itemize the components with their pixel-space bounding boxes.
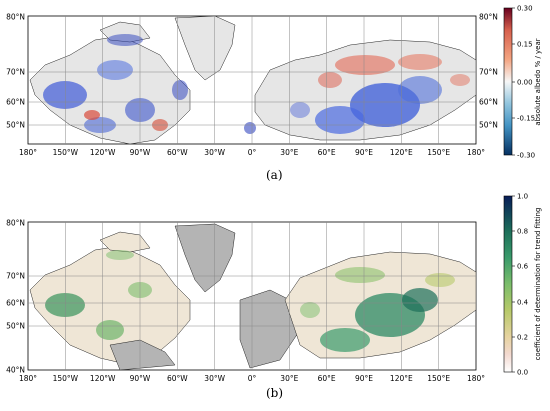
lon-tick-label: 180° xyxy=(467,374,485,383)
panel-a-colorbar xyxy=(503,7,513,156)
lat-tick-label-right: 70°N xyxy=(479,68,498,77)
lon-tick-label: 120°E xyxy=(390,148,413,157)
panel-a-axis-labels: 180° 150°W 120°W 90°W 60°W 30°W 0° 30°E 60°E 90°E… xyxy=(6,13,498,158)
colorbar-tick-label: 0.00 xyxy=(517,79,533,87)
colorbar-tick-label: 1.0 xyxy=(517,193,528,201)
lon-tick-label: 60°W xyxy=(167,374,188,383)
lon-tick-label: 150°E xyxy=(427,374,450,383)
colorbar-tick-label: 0.8 xyxy=(517,228,528,236)
lat-tick-label-left: 50°N xyxy=(6,121,25,130)
colorbar-tick-label: 0.30 xyxy=(517,5,533,13)
lon-tick-label: 150°W xyxy=(53,148,79,157)
panel-b-axis-labels: 180° 150°W 120°W 90°W 60°W 30°W 0° 30°E 60°E 90°E… xyxy=(6,219,485,384)
lon-tick-label: 150°E xyxy=(427,148,450,157)
panel-b-map: 180° 150°W 120°W 90°W 60°W 30°W 0° 30°E 60°E 90°E… xyxy=(6,193,542,384)
lon-tick-label: 30°W xyxy=(204,374,225,383)
lon-tick-label: 60°E xyxy=(318,148,336,157)
lat-tick-label-right: 50°N xyxy=(479,121,498,130)
lon-tick-label: 60°W xyxy=(167,148,188,157)
lat-tick-label-left: 80°N xyxy=(6,13,25,22)
lon-tick-label: 90°E xyxy=(355,148,373,157)
panel-b-colorbar-label: coefficient of determination for trend f… xyxy=(534,208,542,361)
lon-tick-label: 0° xyxy=(248,374,257,383)
lon-tick-label: 30°E xyxy=(280,148,298,157)
panel-b-graticule xyxy=(28,222,476,370)
lon-tick-label: 60°E xyxy=(318,374,336,383)
panel-a-colorbar-ticks: 0.30 0.15 0.00 -0.15 -0.30 xyxy=(512,5,535,160)
colorbar-tick-label: 0.15 xyxy=(517,41,533,49)
lat-tick-label-left: 80°N xyxy=(6,219,25,228)
panel-a-caption: (a) xyxy=(266,168,283,182)
colorbar-tick-label: 0.2 xyxy=(517,334,528,342)
lon-tick-label: 90°W xyxy=(130,374,151,383)
lat-tick-label-left: 60°N xyxy=(6,299,25,308)
lon-tick-label: 90°W xyxy=(130,148,151,157)
colorbar-tick-label: -0.15 xyxy=(517,115,535,123)
lon-tick-label: 120°E xyxy=(390,374,413,383)
lat-tick-label-left: 60°N xyxy=(6,98,25,107)
panel-b-caption: (b) xyxy=(266,386,284,400)
panel-b-colorbar xyxy=(503,195,513,373)
panel-a-graticule xyxy=(28,16,476,144)
colorbar-tick-label: -0.30 xyxy=(517,152,535,160)
lon-tick-label: 30°W xyxy=(204,148,225,157)
lat-tick-label-left: 40°N xyxy=(6,366,25,375)
lon-tick-label: 120°W xyxy=(90,148,116,157)
colorbar-tick-label: 0.0 xyxy=(517,369,528,377)
lon-tick-label: 0° xyxy=(248,148,257,157)
lon-tick-label: 120°W xyxy=(90,374,116,383)
lon-tick-label: 90°E xyxy=(355,374,373,383)
colorbar-tick-label: 0.4 xyxy=(517,299,529,307)
lon-tick-label: 180° xyxy=(19,148,37,157)
lon-tick-label: 150°W xyxy=(53,374,79,383)
lon-tick-label: 30°E xyxy=(280,374,298,383)
lat-tick-label-left: 50°N xyxy=(6,322,25,331)
lon-tick-label: 180° xyxy=(19,374,37,383)
lat-tick-label-right: 80°N xyxy=(479,13,498,22)
lat-tick-label-left: 70°N xyxy=(6,272,25,281)
panel-a-colorbar-label: absolute albedo % / year xyxy=(534,38,542,125)
panel-b-colorbar-ticks: 1.0 0.8 0.6 0.4 0.2 0.0 xyxy=(512,193,529,377)
panel-a-landmass xyxy=(29,16,476,144)
lon-tick-label: 180° xyxy=(467,148,485,157)
panel-a-map: 180° 150°W 120°W 90°W 60°W 30°W 0° 30°E 60°E 90°E… xyxy=(6,5,542,160)
lat-tick-label-left: 70°N xyxy=(6,68,25,77)
lat-tick-label-right: 60°N xyxy=(479,98,498,107)
colorbar-tick-label: 0.6 xyxy=(517,263,529,271)
